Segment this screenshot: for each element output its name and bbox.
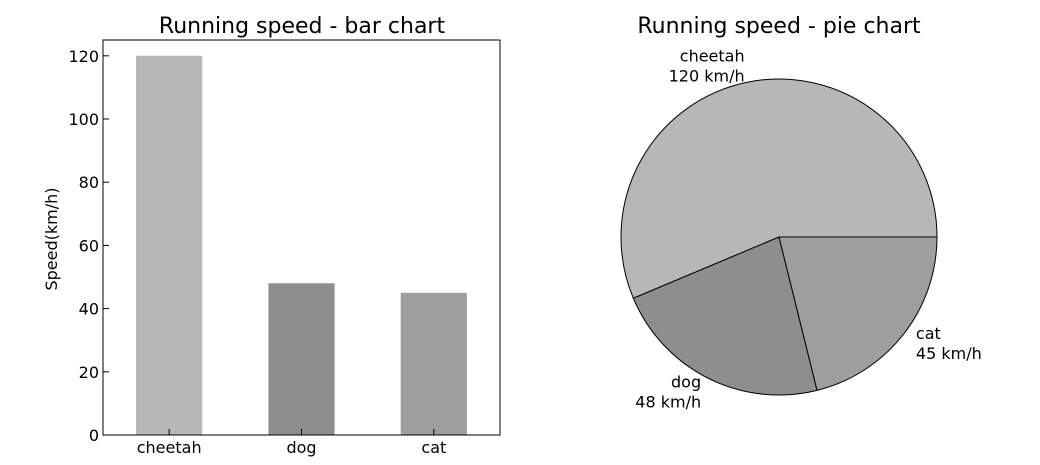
bar-chart: Running speed - bar chart Speed(km/h) 0 2… [42,14,501,457]
pie-label-cheetah: cheetah 120 km/h [669,47,745,86]
y-tick-label: 40 [79,300,99,319]
x-tick-label-dog: dog [286,438,316,457]
pie-label-cat: cat 45 km/h [916,324,982,363]
pie-label-dog: dog 48 km/h [635,372,701,411]
pie-chart-slices [620,78,938,396]
x-tick-label-cheetah: cheetah [137,438,202,457]
bar-chart-plot-frame [102,39,501,436]
bar-cat [400,292,467,435]
y-tick-label: 80 [79,173,99,192]
pie-chart-title: Running speed - pie chart [637,14,921,39]
pie-label-line: 48 km/h [635,392,701,411]
pie-label-line: 45 km/h [916,344,982,363]
y-tick-label: 20 [79,363,99,382]
pie-slice-dog [632,236,818,396]
pie-chart-labels: cheetah 120 km/h dog 48 km/h cat 45 km/h [635,47,981,412]
bar-chart-x-tick-labels: cheetah dog cat [137,429,446,457]
y-tick-label: 100 [68,110,99,129]
bar-chart-y-axis-label: Speed(km/h) [42,187,61,290]
y-tick-label: 120 [68,47,99,66]
pie-label-line: cat [916,324,941,343]
bar-chart-y-ticks: 0 20 40 60 80 100 120 [68,47,109,445]
y-tick-label: 60 [79,236,99,255]
pie-label-line: cheetah [680,47,745,66]
bar-chart-bars [136,55,467,436]
pie-label-line: 120 km/h [669,67,745,86]
pie-label-line: dog [671,372,701,391]
pie-slice-cat [778,236,938,391]
pie-slice-cheetah [620,78,938,299]
y-tick-label: 0 [89,426,99,445]
x-tick-label-cat: cat [421,438,446,457]
bar-dog [268,283,335,435]
bar-cheetah [136,55,203,436]
pie-chart: Running speed - pie chart cheetah 120 km/… [620,14,982,412]
bar-chart-title: Running speed - bar chart [159,14,446,39]
